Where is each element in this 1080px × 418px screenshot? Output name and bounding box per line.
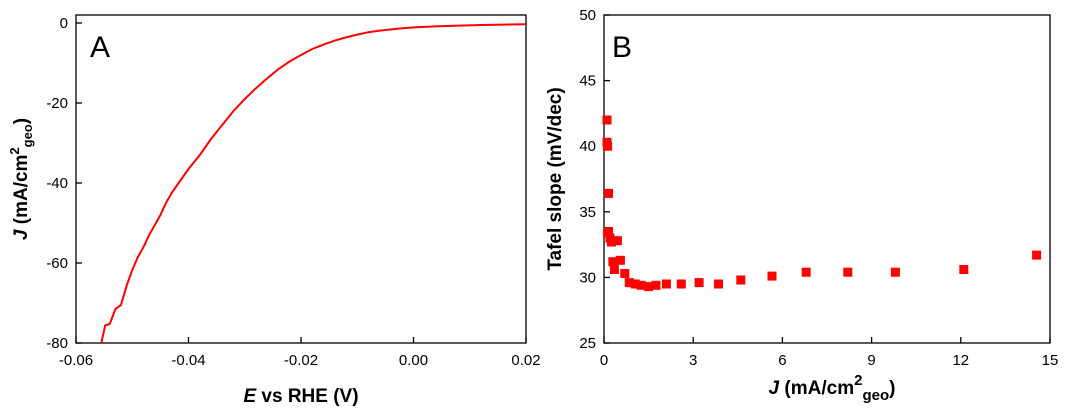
panel-b-x-tick-label: 9 (867, 352, 875, 369)
panel-b-x-axis-title: J (mA/cm2geo) (769, 372, 896, 404)
panel-a-y-tick-label: -20 (46, 95, 68, 112)
panel-b-chart: 0 3 6 9 12 15 25 30 35 40 45 50 B J (mA/cm2geo) Ta… (545, 7, 1058, 404)
panel-b-data-point (1032, 250, 1042, 260)
panel-b-data-point (620, 269, 630, 278)
panel-b-y-tick-label: 35 (579, 204, 596, 221)
panel-b-data-point (644, 282, 654, 292)
panel-b-data-point (606, 237, 616, 247)
panel-b-data-point (609, 265, 619, 274)
panel-b-y-tick-label: 45 (579, 73, 596, 90)
panel-b-data-point (636, 280, 646, 290)
panel-b-data-point (714, 279, 723, 289)
panel-b-x-tick-label: 6 (778, 352, 786, 369)
panel-a-x-tick-label: -0.02 (284, 352, 318, 369)
panel-a-y-tick-label: -80 (46, 335, 68, 352)
panel-b-data-point (602, 115, 612, 125)
panel-b-x-tick-label: 3 (689, 352, 697, 369)
panel-a-x-tick-label: 0.02 (511, 352, 540, 369)
panel-a-x-axis-title: E vs RHE (V) (243, 386, 358, 407)
panel-b-data-point (661, 279, 671, 289)
panel-b-data-point (767, 271, 777, 281)
panel-b-y-tick-label: 40 (579, 138, 596, 155)
panel-b-data-point (651, 280, 661, 290)
panel-a-x-tick-label: -0.04 (171, 352, 205, 369)
panel-b-data-point (801, 267, 811, 277)
panel-b-letter: B (612, 31, 632, 64)
panel-b-points (602, 115, 1042, 292)
panel-a-x-ticks: -0.06 -0.04 -0.02 0.00 0.02 (59, 337, 541, 369)
panel-a-chart: -0.06 -0.04 -0.02 0.00 0.02 0-20-40-60-80 A … (7, 14, 541, 407)
panel-a-x-tick-label: -0.06 (59, 352, 93, 369)
panel-b-x-tick-label: 0 (600, 352, 608, 369)
panel-a-y-axis-title: J (mA/cm2geo) (7, 118, 35, 240)
panel-b-frame (603, 14, 1051, 344)
panel-a-letter: A (90, 31, 110, 64)
panel-a-y-tick-label: -40 (46, 175, 68, 192)
panel-a-y-tick-label: -60 (46, 255, 68, 272)
panel-a-series-line (100, 23, 527, 344)
panel-b-data-point (736, 275, 746, 285)
panel-b-data-point (608, 257, 618, 267)
panel-b-x-tick-label: 12 (952, 352, 969, 369)
panel-b-y-ticks: 25 30 35 40 45 50 (579, 7, 610, 352)
panel-b-data-point (959, 265, 969, 274)
panel-a-y-tick-label: 0 (60, 15, 68, 32)
panel-b-data-point (843, 267, 853, 277)
panel-b-data-point (603, 141, 613, 151)
panel-b-y-tick-label: 25 (579, 335, 596, 352)
panel-a-x-tick-label: 0.00 (399, 352, 428, 369)
panel-b-data-point (890, 267, 900, 277)
panel-b-data-point (612, 236, 622, 246)
panel-b-data-point (604, 227, 613, 236)
panel-b-data-point (615, 255, 625, 265)
panel-b-y-axis-title: Tafel slope (mV/dec) (545, 87, 566, 270)
panel-b-y-tick-label: 30 (579, 269, 596, 286)
panel-b-x-ticks: 0 3 6 9 12 15 (600, 337, 1059, 369)
panel-b-y-tick-label: 50 (579, 7, 596, 24)
panel-b-data-point (624, 278, 634, 288)
panel-b-data-point (676, 279, 686, 289)
panel-b-data-point (630, 279, 640, 289)
panel-a-frame (75, 14, 527, 344)
panel-b-data-point (604, 188, 613, 198)
panel-a-y-ticks: 0 -20 -40 -60 -80 (46, 15, 82, 352)
panel-b-x-tick-label: 15 (1042, 352, 1059, 369)
panel-b-data-point (694, 278, 704, 288)
